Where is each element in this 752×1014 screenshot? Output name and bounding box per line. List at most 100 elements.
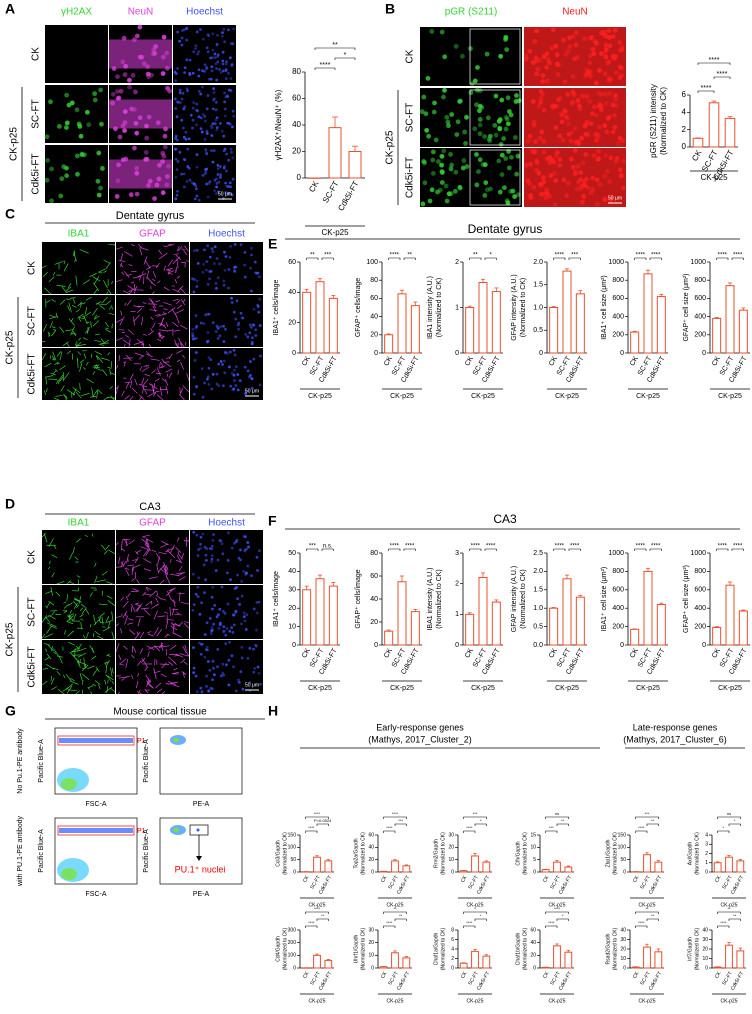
bar [410, 305, 420, 354]
x-tick-label: CK [383, 647, 394, 659]
micrograph-cell [206, 377, 209, 381]
y-tick-label: 0 [455, 642, 459, 649]
micrograph-fiber [96, 579, 106, 583]
micrograph-fiber [159, 386, 163, 397]
micrograph-cell [161, 153, 167, 159]
micrograph-cell [206, 375, 210, 379]
micrograph-cell [510, 188, 516, 194]
micrograph-cell [196, 585, 200, 589]
micrograph-cell [218, 334, 222, 338]
micrograph-fiber [92, 632, 95, 638]
row-label: Cdk5i-FT [27, 646, 38, 687]
micrograph-fiber [168, 353, 173, 359]
micrograph-fiber [103, 280, 108, 289]
micrograph-cell [540, 73, 546, 78]
micrograph-fiber [86, 378, 94, 384]
micrograph-cell [606, 59, 612, 65]
group-label: CK-p25 [309, 902, 326, 908]
micrograph-cell [483, 180, 489, 186]
micrograph-cell [184, 137, 188, 141]
channel-label: GFAP [139, 229, 166, 240]
micrograph-cell [207, 34, 211, 38]
micrograph-cell [564, 193, 569, 199]
significance-label: ns [727, 811, 731, 816]
y-axis-label: Ccl3/Gapdh [275, 840, 281, 867]
y-tick-label: 20 [288, 320, 296, 327]
micrograph-cell [480, 162, 486, 167]
micrograph-cell [581, 182, 587, 188]
micrograph-cell [229, 578, 232, 582]
roi-box [469, 89, 521, 146]
micrograph-cell [526, 181, 532, 187]
y-axis-label: Chaf1a/Gapdh [433, 933, 439, 966]
micrograph-fiber [157, 367, 160, 373]
micrograph-cell [484, 51, 490, 57]
micrograph-fiber [120, 628, 123, 634]
micrograph-cell [219, 122, 222, 125]
panel-letter: E [268, 236, 277, 252]
micrograph-cell [441, 148, 447, 154]
significance-label: * [480, 818, 482, 823]
micrograph-cell [565, 180, 571, 186]
micrograph-cell [248, 323, 252, 327]
micrograph-fiber [167, 307, 176, 314]
micrograph-cell [458, 98, 463, 104]
micrograph-cell [496, 158, 502, 164]
micrograph-cell [221, 552, 225, 556]
micrograph-fiber [133, 283, 136, 291]
micrograph-cell [545, 156, 550, 162]
micrograph-cell [243, 365, 247, 369]
micrograph-fiber [165, 573, 168, 579]
micrograph-cell [541, 149, 547, 155]
micrograph-cell [191, 327, 195, 331]
micrograph-fiber [93, 315, 100, 320]
micrograph-cell [253, 667, 257, 670]
bar [328, 297, 338, 354]
axis-label: FSC-A [86, 891, 107, 898]
micrograph-fiber [105, 300, 111, 306]
micrograph-cell [195, 102, 199, 106]
micrograph-fiber [124, 612, 127, 617]
y-axis-label: (Normalized to CK) [694, 832, 700, 875]
micrograph-fiber [52, 329, 57, 331]
micrograph-cell [162, 133, 168, 139]
micrograph-fiber [125, 335, 130, 338]
micrograph-cell [206, 282, 210, 286]
micrograph-cell [617, 40, 623, 45]
micrograph-fiber [75, 343, 78, 348]
micrograph-cell [560, 137, 566, 143]
micrograph-cell [144, 123, 149, 129]
micrograph-fiber [132, 588, 140, 592]
group-label: CK-p25 [5, 622, 16, 656]
y-tick-label: 30 [620, 937, 626, 943]
micrograph-cell [249, 325, 253, 329]
micrograph-cell [215, 116, 219, 120]
micrograph-cell [215, 615, 219, 619]
micrograph-cell [176, 67, 180, 70]
micrograph-cell [587, 60, 593, 66]
micrograph-cell [160, 71, 166, 76]
panel-letter: B [385, 1, 395, 17]
micrograph-fiber [103, 550, 108, 555]
micrograph-fiber [159, 568, 168, 575]
micrograph-cell [559, 119, 565, 125]
micrograph-cell [199, 686, 203, 690]
micrograph-fiber [167, 259, 174, 267]
micrograph-fiber [102, 626, 111, 632]
micrograph-cell [210, 126, 214, 130]
significance-bracket [484, 257, 497, 260]
micrograph-cell [201, 37, 205, 41]
micrograph-cell [439, 29, 445, 35]
micrograph-cell [435, 189, 440, 195]
row-label: SC-FT [27, 597, 38, 626]
micrograph-cell [211, 32, 215, 36]
micrograph-cell [115, 74, 120, 80]
micrograph-fiber [63, 263, 69, 272]
micrograph-cell [439, 170, 445, 175]
significance-bracket [305, 830, 318, 833]
micrograph-fiber [176, 246, 180, 252]
micrograph-fiber [158, 643, 164, 649]
bar [328, 127, 342, 179]
micrograph-fiber [54, 261, 64, 265]
micrograph-cell [224, 255, 228, 258]
